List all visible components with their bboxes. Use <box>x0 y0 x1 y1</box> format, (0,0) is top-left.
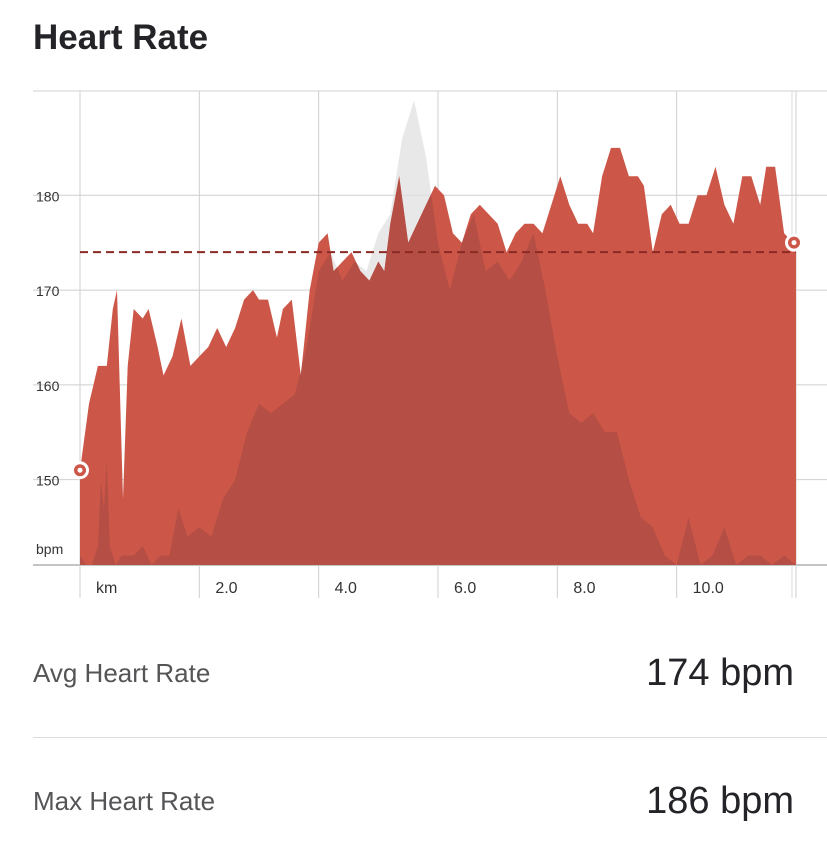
x-axis-unit-label: km <box>96 580 117 597</box>
chart-overlay <box>71 233 803 480</box>
max-heart-rate-label: Max Heart Rate <box>33 785 216 816</box>
start-marker-center <box>77 467 83 473</box>
stats-divider <box>33 737 827 738</box>
x-tick-label: 4.0 <box>335 580 357 597</box>
x-tick-label: 2.0 <box>215 580 237 597</box>
y-axis-unit-label: bpm <box>36 541 63 557</box>
chart-labels: 150 160 170 180 bpm km 2.0 4.0 6.0 8.0 10.0 <box>36 188 724 597</box>
heart-rate-chart: 150 160 170 180 bpm km 2.0 4.0 6.0 8.0 10.0 <box>33 90 827 598</box>
y-tick-label: 160 <box>36 378 60 394</box>
y-tick-label: 170 <box>36 283 60 299</box>
x-tick-label: 6.0 <box>454 580 476 597</box>
avg-heart-rate-value: 174 bpm <box>646 651 794 694</box>
comparison-overlap-area <box>80 147 796 565</box>
x-tick-label: 10.0 <box>693 580 724 597</box>
y-tick-label: 150 <box>36 473 60 489</box>
avg-heart-rate-label: Avg Heart Rate <box>33 657 211 688</box>
avg-heart-rate-row: Avg Heart Rate 174 bpm <box>33 643 794 703</box>
max-heart-rate-value: 186 bpm <box>646 779 794 822</box>
page-title: Heart Rate <box>33 18 209 57</box>
max-heart-rate-row: Max Heart Rate 186 bpm <box>33 771 794 831</box>
end-marker-center <box>791 240 797 246</box>
x-tick-label: 8.0 <box>573 580 595 597</box>
y-tick-label: 180 <box>36 188 60 204</box>
